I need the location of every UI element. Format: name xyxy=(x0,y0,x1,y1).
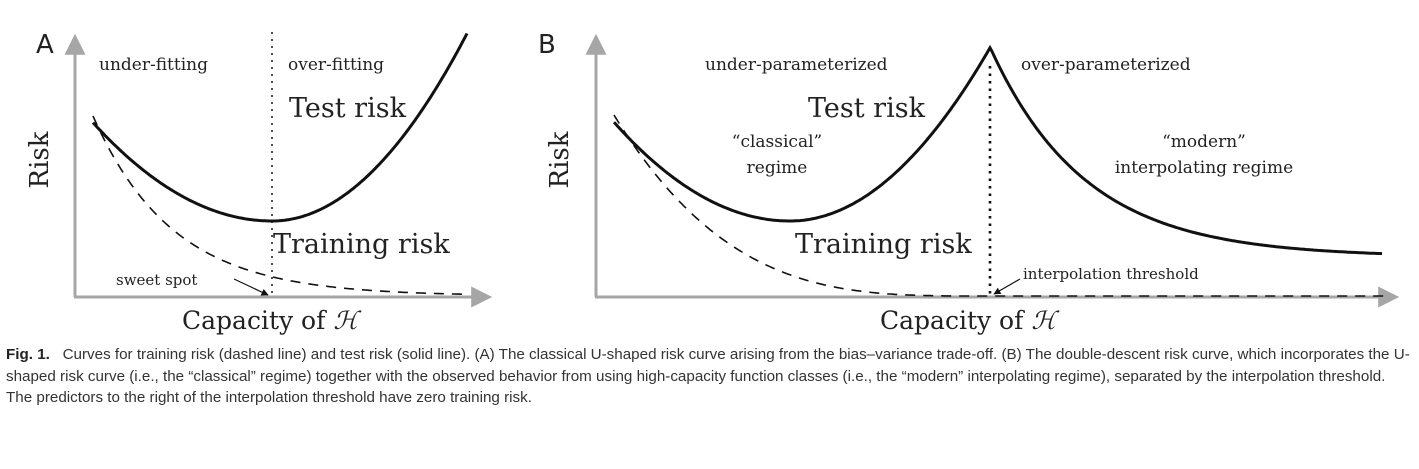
panel-b-interpolation-threshold-arrow xyxy=(993,278,1021,295)
panel-b-classical-regime-line1: “classical” xyxy=(732,132,822,152)
panel-a-letter: A xyxy=(36,30,54,60)
panel-b-modern-regime-line1: “modern” xyxy=(1162,132,1246,152)
panel-b-x-label: Capacity of ℋ xyxy=(880,306,1060,335)
panel-a: A Risk under-fitting over-fitting Test r… xyxy=(25,30,493,335)
panel-b-interpolation-threshold-label: interpolation threshold xyxy=(1023,265,1199,283)
figure-canvas: A Risk under-fitting over-fitting Test r… xyxy=(25,30,1400,335)
panel-b-training-risk-label: Training risk xyxy=(795,229,972,260)
panel-b-training-risk-curve xyxy=(613,114,1384,297)
panel-a-y-label: Risk xyxy=(25,131,55,188)
panel-a-test-risk-curve xyxy=(91,32,469,223)
panel-b-test-risk-label: Test risk xyxy=(808,93,926,124)
panel-a-test-risk-label: Test risk xyxy=(289,93,407,124)
panel-b-region-overparameterized: over-parameterized xyxy=(1021,55,1191,75)
panel-a-sweet-spot-label: sweet spot xyxy=(116,271,197,289)
panel-a-training-risk-curve xyxy=(92,115,470,296)
panel-b: B Risk under-parameterized over-paramete… xyxy=(538,30,1400,335)
panel-b-y-label: Risk xyxy=(545,131,575,188)
figure-caption: Fig. 1. Curves for training risk (dashed… xyxy=(6,344,1410,409)
panel-b-test-risk-curve xyxy=(612,44,1383,256)
panel-a-training-risk-label: Training risk xyxy=(273,229,450,260)
panel-a-region-overfitting: over-fitting xyxy=(288,55,384,75)
caption-text: Curves for training risk (dashed line) a… xyxy=(6,346,1410,406)
panel-a-x-label: Capacity of ℋ xyxy=(182,306,362,335)
panel-a-region-underfitting: under-fitting xyxy=(99,55,208,75)
caption-label: Fig. 1. xyxy=(6,346,50,363)
panel-b-region-underparameterized: under-parameterized xyxy=(705,55,888,75)
panel-b-modern-regime-line2: interpolating regime xyxy=(1115,158,1293,178)
panel-b-letter: B xyxy=(538,30,556,60)
panel-b-classical-regime-line2: regime xyxy=(747,158,808,178)
panel-a-sweet-spot-arrow xyxy=(233,278,269,296)
